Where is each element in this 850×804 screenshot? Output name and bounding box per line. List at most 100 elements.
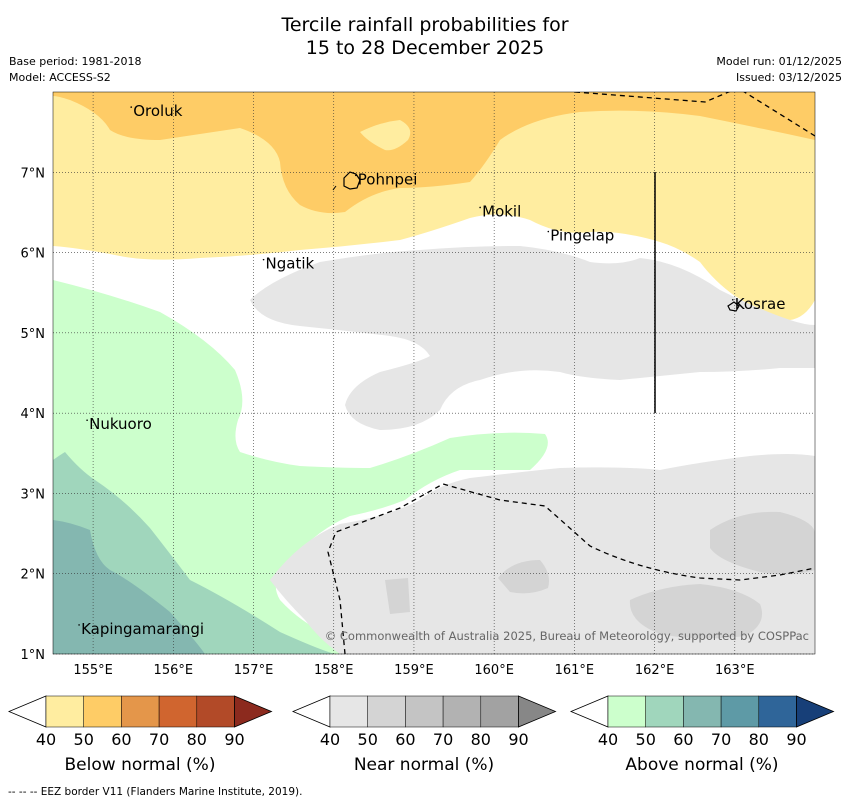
colorbar-segment	[329, 695, 368, 728]
place-label-nukuoro: Nukuoro	[89, 415, 152, 433]
place-marker	[130, 106, 133, 108]
lat-tick-label: 6°N	[21, 247, 46, 262]
place-labels: Oroluk Pohnpei Mokil Pingelap Ngatik Kosrae Nu…	[78, 102, 785, 638]
map-frame	[52, 91, 816, 655]
colorbar-tick-label: 40	[36, 730, 56, 749]
colorbar-segment	[121, 695, 160, 728]
lon-tick-label: 160°E	[474, 663, 514, 678]
lon-tick-label: 163°E	[715, 663, 755, 678]
colorbar-tick-label: 40	[598, 730, 618, 749]
near-normal-50-60-region-3	[498, 560, 549, 594]
colorbar-segment	[45, 695, 84, 728]
lon-tick-label: 161°E	[555, 663, 595, 678]
lon-tick-label: 155°E	[73, 663, 113, 678]
place-marker	[78, 624, 80, 626]
colorbar-label-below: Below normal (%)	[64, 755, 216, 775]
map-title: Tercile rainfall probabilities for 15 to…	[0, 14, 850, 60]
colorbar-tick-label: 60	[673, 730, 693, 749]
eez-border-south	[327, 483, 815, 654]
colorbar-tick-label: 90	[224, 730, 244, 749]
place-marker	[355, 174, 357, 177]
colorbar-tick-label: 80	[187, 730, 207, 749]
colorbar-tick-label: 50	[74, 730, 94, 749]
pohnpei-reef	[332, 185, 337, 191]
eez-border-north	[574, 92, 815, 137]
colorbar-segment	[442, 695, 482, 728]
colorbars: 40 50 60 70 80 90 40 50 60 70 80 90 40 50 60 70 80 90	[7, 695, 835, 749]
colorbar-tick-label: 50	[636, 730, 656, 749]
place-marker	[547, 230, 550, 233]
lon-tick-label: 159°E	[394, 663, 434, 678]
map-fills	[53, 92, 815, 654]
colorbar-2: 40 50 60 70 80 90	[569, 695, 835, 749]
longitude-axis-labels: 155°E 156°E 157°E 158°E 159°E 160°E 161°E 162°E…	[73, 663, 754, 678]
place-marker	[86, 419, 88, 422]
colorbar-segment	[367, 695, 406, 728]
lat-tick-label: 3°N	[21, 487, 46, 502]
colorbar-segment	[720, 695, 760, 728]
near-normal-50-60-region-4	[385, 578, 410, 614]
colorbar-1: 40 50 60 70 80 90	[291, 695, 557, 749]
base-period: Base period: 1981-2018	[9, 55, 142, 68]
model-run: Model run: 01/12/2025	[716, 55, 842, 68]
eez-borders	[327, 92, 815, 654]
latitude-axis-labels: 7°N 6°N 5°N 4°N 3°N 2°N 1°N	[21, 166, 46, 663]
colorbar-tick-label: 60	[395, 730, 415, 749]
place-label-mokil: Mokil	[482, 202, 521, 220]
colorbar-segment	[683, 695, 722, 728]
title-line-2: 15 to 28 December 2025	[305, 37, 545, 59]
near-normal-50-60-region-2	[629, 584, 763, 639]
place-label-pingelap: Pingelap	[550, 227, 614, 245]
colorbar-tick-label: 70	[433, 730, 453, 749]
colorbar-segment	[196, 695, 235, 728]
lat-tick-label: 1°N	[21, 648, 46, 663]
issued-date: Issued: 03/12/2025	[735, 71, 842, 84]
colorbar-tick-label: 50	[358, 730, 378, 749]
colorbar-tick-label: 80	[749, 730, 769, 749]
colorbar-label-above: Above normal (%)	[625, 755, 779, 775]
lat-tick-label: 4°N	[21, 407, 46, 422]
place-label-oroluk: Oroluk	[133, 102, 182, 120]
colorbar-max-arrow	[234, 695, 273, 728]
colorbar-tick-label: 40	[320, 730, 340, 749]
colorbar-tick-label: 80	[471, 730, 491, 749]
place-marker	[731, 298, 734, 301]
lat-tick-label: 5°N	[21, 327, 46, 342]
place-label-kapingamarangi: Kapingamarangi	[81, 620, 204, 638]
colorbar-segment	[480, 695, 519, 728]
pohnpei-island-outline	[343, 171, 361, 190]
meta-right: Model run: 01/12/2025 Issued: 03/12/2025	[716, 54, 842, 86]
place-marker	[479, 206, 481, 209]
colorbar-tick-label: 90	[508, 730, 528, 749]
below-normal-40-50-region	[53, 92, 815, 320]
lon-tick-label: 158°E	[314, 663, 354, 678]
below-normal-40-50-island	[360, 120, 411, 151]
place-marker	[262, 258, 265, 261]
title-line-1: Tercile rainfall probabilities for	[281, 14, 569, 36]
colorbar-segment	[158, 695, 198, 728]
lat-tick-label: 2°N	[21, 568, 46, 583]
meta-left: Base period: 1981-2018 Model: ACCESS-S2	[9, 54, 141, 86]
colorbar-segment	[405, 695, 444, 728]
colorbar-segment	[607, 695, 646, 728]
kosrae-island-outline	[727, 301, 740, 312]
colorbar-max-arrow	[518, 695, 557, 728]
colorbar-tick-label: 60	[111, 730, 131, 749]
above-normal-40-50-region	[53, 280, 548, 654]
eez-note: -- -- -- EEZ border V11 (Flanders Marine…	[8, 786, 303, 798]
lon-tick-label: 157°E	[234, 663, 274, 678]
colorbar-tick-label: 70	[149, 730, 169, 749]
lon-tick-label: 162°E	[635, 663, 675, 678]
colorbar-segment	[83, 695, 122, 728]
colorbar-segment	[758, 695, 797, 728]
colorbar-tick-label: 90	[786, 730, 806, 749]
place-label-kosrae: Kosrae	[735, 295, 786, 313]
lat-tick-label: 7°N	[21, 166, 46, 181]
place-label-ngatik: Ngatik	[266, 255, 315, 273]
colorbar-0: 40 50 60 70 80 90	[7, 695, 273, 749]
model-name: Model: ACCESS-S2	[9, 71, 111, 84]
colorbar-min-arrow	[569, 695, 609, 728]
colorbar-max-arrow	[796, 695, 835, 728]
copyright-notice: © Commonwealth of Australia 2025, Bureau…	[325, 629, 809, 643]
